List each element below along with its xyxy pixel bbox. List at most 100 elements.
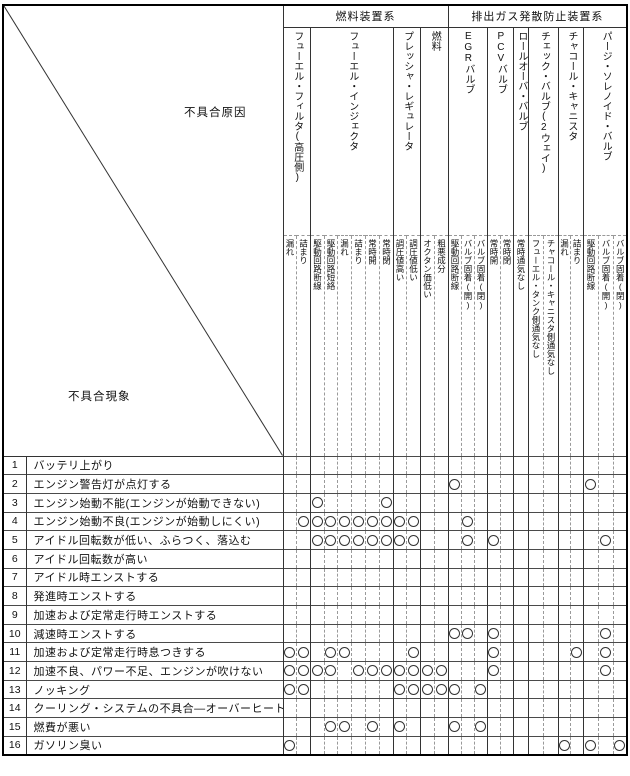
row-number: 7 — [3, 567, 27, 587]
cause-header: オクタン価低い — [419, 235, 434, 456]
mark-cell — [569, 474, 584, 494]
device-header: EGRバルブ — [447, 27, 488, 236]
mark-cell — [460, 492, 475, 513]
applicable-mark-circle — [394, 665, 405, 677]
matrix-corner-cell: 不具合原因 不具合現象 — [3, 5, 284, 457]
mark-cell — [473, 605, 488, 625]
applicable-mark-circle — [600, 646, 612, 658]
mark-cell — [309, 642, 324, 662]
mark-cell — [582, 717, 599, 737]
mark-cell — [527, 623, 544, 643]
mark-cell — [542, 530, 559, 550]
mark-cell — [295, 492, 310, 513]
troubleshooting-matrix: 不具合原因 不具合現象 燃料装置系 排出ガス発散防止装置系 フューエル・フィルタ(高圧側… — [2, 4, 629, 756]
mark-cell — [486, 642, 501, 662]
device-header: プレッシャ・レギュレータ — [392, 27, 420, 236]
mark-cell — [323, 455, 337, 475]
mark-cell — [323, 605, 337, 625]
mark-cell — [405, 567, 420, 587]
mark-cell — [309, 717, 324, 737]
mark-cell — [336, 623, 351, 643]
mark-cell — [499, 474, 514, 494]
device-header-label: チェック・バルブ(2ウェイ) — [538, 30, 550, 174]
mark-cell — [282, 679, 296, 699]
mark-cell — [542, 642, 559, 662]
mark-cell — [323, 567, 337, 587]
mark-cell — [612, 455, 628, 475]
mark-cell — [557, 679, 571, 699]
mark-cell — [405, 605, 420, 625]
mark-cell — [447, 735, 462, 755]
cause-header: 漏れ — [336, 235, 351, 456]
mark-cell — [282, 511, 296, 531]
mark-cell — [392, 567, 406, 587]
device-header-label: プレッシャ・レギュレータ — [401, 30, 413, 151]
applicable-mark-circle — [421, 684, 433, 696]
device-header-label: PCVバルブ — [495, 30, 507, 94]
mark-cell — [336, 679, 351, 699]
mark-cell — [295, 661, 310, 681]
mark-cell — [612, 698, 628, 718]
device-header-label: 燃料 — [429, 30, 441, 51]
mark-cell — [597, 530, 614, 550]
mark-cell — [336, 492, 351, 513]
cause-header: チャコール・キャニスタ側通気なし — [542, 235, 559, 456]
mark-cell — [364, 492, 379, 513]
mark-cell — [295, 717, 310, 737]
mark-cell — [527, 586, 544, 606]
mark-cell — [582, 679, 599, 699]
mark-cell — [447, 548, 462, 569]
mark-cell — [527, 735, 544, 755]
mark-cell — [582, 605, 599, 625]
mark-cell — [433, 642, 449, 662]
mark-cell — [336, 511, 351, 531]
mark-cell — [336, 474, 351, 494]
mark-cell — [323, 698, 337, 718]
mark-cell — [295, 698, 310, 718]
mark-cell — [282, 455, 296, 475]
mark-cell — [486, 586, 501, 606]
mark-cell — [557, 717, 571, 737]
phenomenon-row: 13 ノッキング — [3, 679, 628, 699]
applicable-mark-circle — [407, 665, 419, 677]
mark-cell — [433, 586, 449, 606]
mark-cell — [542, 474, 559, 494]
applicable-mark-circle — [488, 628, 500, 640]
mark-cell — [499, 735, 514, 755]
system-group-header: 排出ガス発散防止装置系 — [447, 5, 628, 28]
phenomenon-row: 7 アイドル時エンストする — [3, 567, 628, 587]
mark-cell — [499, 642, 514, 662]
mark-cell — [309, 511, 324, 531]
mark-cell — [473, 455, 488, 475]
mark-cell — [295, 623, 310, 643]
mark-cell — [336, 717, 351, 737]
mark-cell — [405, 455, 420, 475]
mark-cell — [309, 698, 324, 718]
mark-cell — [323, 530, 337, 550]
mark-cell — [557, 586, 571, 606]
cause-header-label: 詰まり — [572, 238, 583, 265]
mark-cell — [419, 735, 434, 755]
applicable-mark-circle — [284, 739, 295, 751]
mark-cell — [527, 511, 544, 531]
mark-cell — [419, 586, 434, 606]
mark-cell — [527, 661, 544, 681]
mark-cell — [473, 567, 488, 587]
mark-cell — [460, 474, 475, 494]
applicable-mark-circle — [475, 684, 487, 696]
mark-cell — [378, 586, 393, 606]
system-group-header: 燃料装置系 — [282, 5, 449, 28]
mark-cell — [405, 492, 420, 513]
cause-header: 詰まり — [295, 235, 310, 456]
applicable-mark-circle — [284, 684, 295, 696]
applicable-mark-circle — [352, 534, 364, 546]
applicable-mark-circle — [462, 534, 474, 546]
mark-cell — [499, 661, 514, 681]
mark-cell — [419, 455, 434, 475]
mark-cell — [499, 679, 514, 699]
applicable-mark-circle — [366, 721, 378, 733]
applicable-mark-circle — [571, 646, 583, 658]
mark-cell — [473, 661, 488, 681]
mark-cell — [527, 474, 544, 494]
mark-cell — [405, 679, 420, 699]
